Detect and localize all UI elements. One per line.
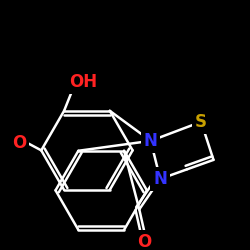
Text: OH: OH	[69, 73, 97, 91]
Text: N: N	[144, 132, 158, 150]
Text: O: O	[137, 233, 151, 250]
Text: S: S	[195, 113, 207, 131]
Text: O: O	[12, 134, 26, 152]
Text: N: N	[153, 170, 167, 188]
